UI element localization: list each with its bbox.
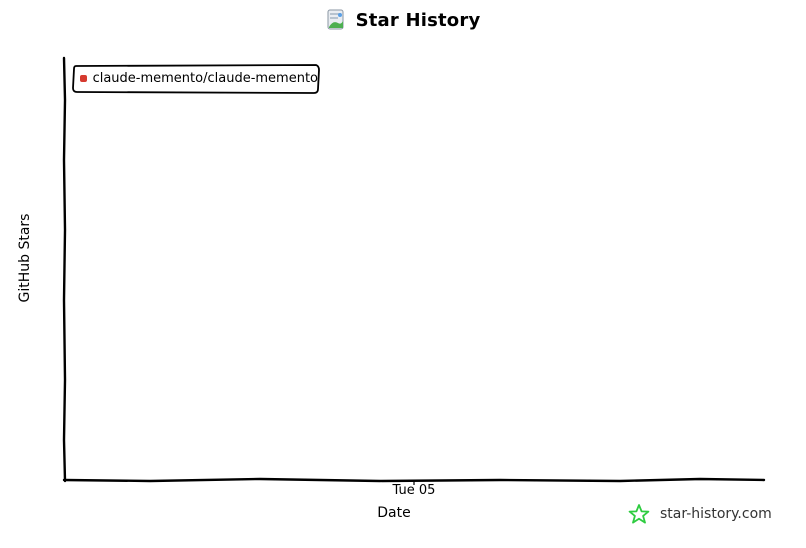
legend-series-label: claude-memento/claude-memento: [92, 70, 318, 86]
x-tick-label: Tue 05: [392, 483, 436, 498]
y-axis-line: [62, 56, 67, 483]
star-history-logo-icon: [327, 9, 344, 30]
star-outline-icon: [628, 504, 650, 524]
legend: claude-memento/claude-memento: [72, 64, 320, 94]
x-axis-label: Date: [377, 505, 411, 521]
y-axis-label: GitHub Stars: [17, 213, 33, 303]
x-axis-line: [62, 477, 766, 483]
watermark[interactable]: star-history.com: [628, 503, 772, 525]
chart-title: Star History: [355, 9, 481, 31]
chart-title-row: Star History: [0, 6, 806, 34]
legend-swatch: [80, 74, 87, 82]
watermark-text: star-history.com: [660, 506, 772, 522]
legend-frame: [72, 64, 320, 94]
